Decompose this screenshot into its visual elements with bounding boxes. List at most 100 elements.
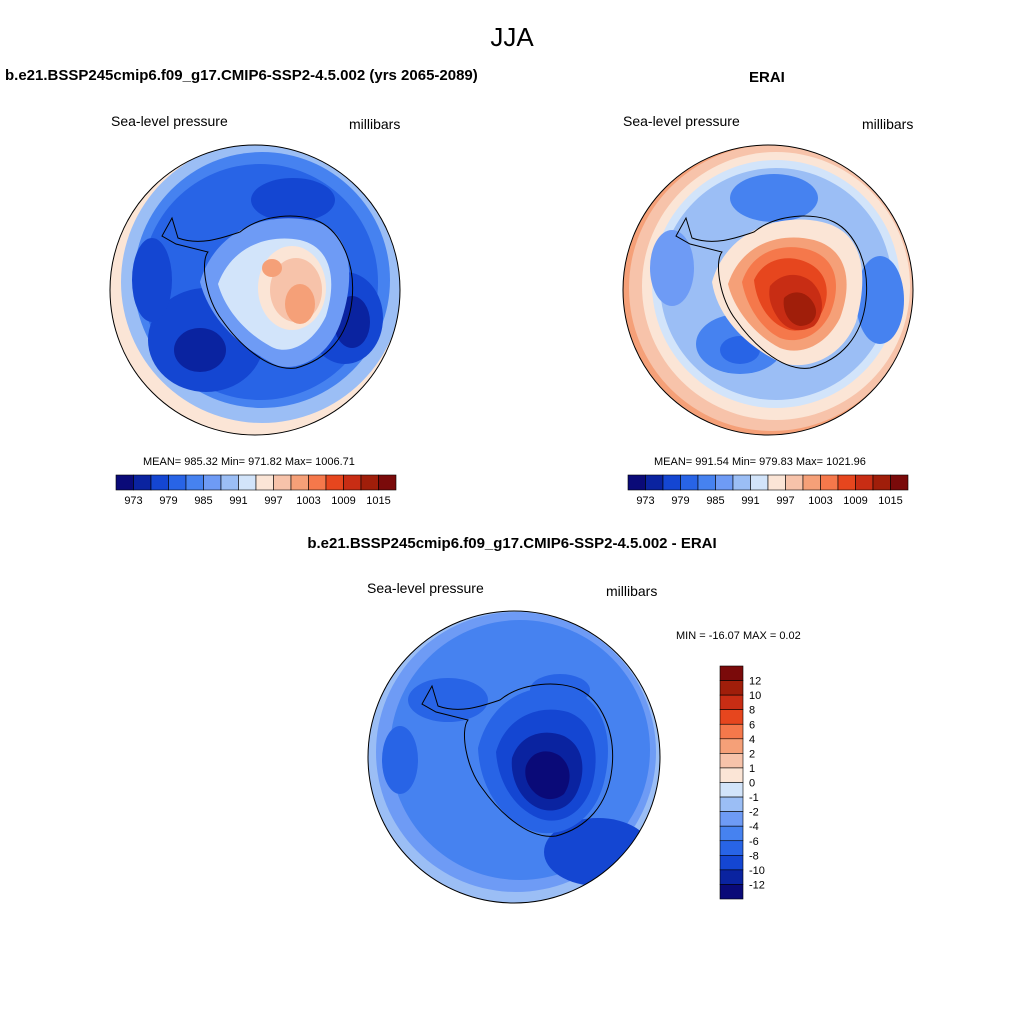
colorbar-box [719,855,744,871]
colorbar-box [872,474,891,491]
colorbar-box [360,474,379,491]
colorbar-box [719,723,744,740]
colorbar-tick-label: 973 [636,495,654,507]
colorbar-box [715,474,734,491]
colorbar-box [785,474,804,491]
panel-1-map-border [109,144,401,436]
panel-3-stats: MIN = -16.07 MAX = 0.02 [676,630,801,642]
panel-2-colorbar: 973 979 985 991 997 1003 1009 1015 [627,474,909,507]
colorbar-box [767,474,786,491]
panel-2-map [623,145,913,435]
colorbar-tick-label: 0 [749,778,755,790]
panel-1-units-label: millibars [349,116,401,132]
colorbar-box [290,474,309,491]
colorbar-box [273,474,292,491]
colorbar-tick-label: 1003 [296,495,320,507]
colorbar-tick-label: 1003 [808,495,832,507]
panel-2-stats: MEAN= 991.54 Min= 979.83 Max= 1021.96 [654,456,866,468]
panel-1-stats: MEAN= 985.32 Min= 971.82 Max= 1006.71 [143,456,355,468]
colorbar-tick-label: 4 [749,734,755,746]
colorbar-box [168,474,187,491]
colorbar-box [308,474,327,491]
colorbar-box [645,474,664,491]
colorbar-tick-label: 1 [749,763,755,775]
colorbar-box [719,753,744,769]
colorbar-tick-label: -4 [749,821,759,833]
panel-1-title: b.e21.BSSP245cmip6.f09_g17.CMIP6-SSP2-4.… [5,67,478,84]
colorbar-box [890,474,909,491]
colorbar-box [719,709,744,725]
colorbar-box [719,665,744,681]
colorbar-box [378,474,397,491]
colorbar-box [325,474,344,491]
panel-3-title: b.e21.BSSP245cmip6.f09_g17.CMIP6-SSP2-4.… [307,535,717,552]
colorbar-tick-label: 1009 [331,495,355,507]
colorbar-box [255,474,274,491]
colorbar-box [238,474,257,491]
colorbar-box [680,474,699,491]
colorbar-tick-label: 979 [159,495,177,507]
colorbar-tick-label: 2 [749,748,755,760]
panel-3-variable-label: Sea-level pressure [367,580,484,596]
colorbar-box [220,474,239,491]
colorbar-box [855,474,874,491]
colorbar-tick-label: -1 [749,792,759,804]
colorbar-box [719,738,744,754]
colorbar-box [662,474,681,491]
colorbar-tick-label: 1015 [878,495,902,507]
colorbar-tick-label: -10 [749,865,765,877]
panel-3-units-label: millibars [606,583,658,599]
colorbar-tick-label: -6 [749,836,759,848]
colorbar-box [719,811,744,827]
colorbar-tick-label: 1009 [843,495,867,507]
colorbar-tick-label: 10 [749,690,761,702]
colorbar-box [719,884,744,900]
colorbar-box [750,474,769,491]
colorbar-box [115,474,134,491]
panel-3-map [368,611,660,903]
panel-3-map-border [367,610,661,904]
colorbar-box [802,474,821,491]
colorbar-box [627,474,646,491]
panel-2-title: ERAI [749,69,785,86]
colorbar-box [732,474,751,491]
panel-1-variable-label: Sea-level pressure [111,113,228,129]
colorbar-tick-label: 8 [749,705,755,717]
colorbar-tick-label: 985 [194,495,212,507]
colorbar-tick-label: -2 [749,807,759,819]
colorbar-tick-label: 12 [749,676,761,688]
colorbar-box [719,782,744,798]
panel-1-colorbar: 973 979 985 991 997 1003 1009 1015 [115,474,397,507]
panel-2-map-border [622,144,914,436]
colorbar-box [343,474,362,491]
panel-2-variable-label: Sea-level pressure [623,113,740,129]
colorbar-tick-label: 991 [741,495,759,507]
colorbar-tick-label: -8 [749,850,759,862]
colorbar-box [133,474,152,491]
colorbar-tick-label: 997 [264,495,282,507]
colorbar-box [719,825,744,842]
colorbar-tick-label: 985 [706,495,724,507]
colorbar-box [719,840,744,856]
colorbar-box [203,474,222,491]
colorbar-box [719,767,744,783]
colorbar-box [697,474,716,491]
colorbar-box [820,474,839,491]
colorbar-box [719,694,744,710]
colorbar-tick-label: 979 [671,495,689,507]
colorbar-box [719,680,744,696]
colorbar-tick-label: 6 [749,719,755,731]
colorbar-tick-label: 1015 [366,495,390,507]
colorbar-box [719,869,744,885]
colorbar-tick-label: 991 [229,495,247,507]
colorbar-box [185,474,204,491]
colorbar-tick-label: 973 [124,495,142,507]
panel-1-map [110,145,400,435]
panel-2-units-label: millibars [862,116,914,132]
colorbar-box [719,796,744,812]
figure-title: JJA [490,22,534,52]
colorbar-box [150,474,169,491]
colorbar-box [837,474,856,491]
